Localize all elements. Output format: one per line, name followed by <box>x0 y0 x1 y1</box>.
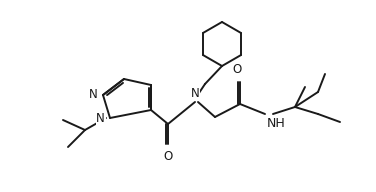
Text: N: N <box>96 113 105 126</box>
Text: NH: NH <box>267 117 286 130</box>
Text: O: O <box>164 150 173 163</box>
Text: N: N <box>191 87 199 100</box>
Text: O: O <box>232 63 242 76</box>
Text: N: N <box>89 88 98 100</box>
